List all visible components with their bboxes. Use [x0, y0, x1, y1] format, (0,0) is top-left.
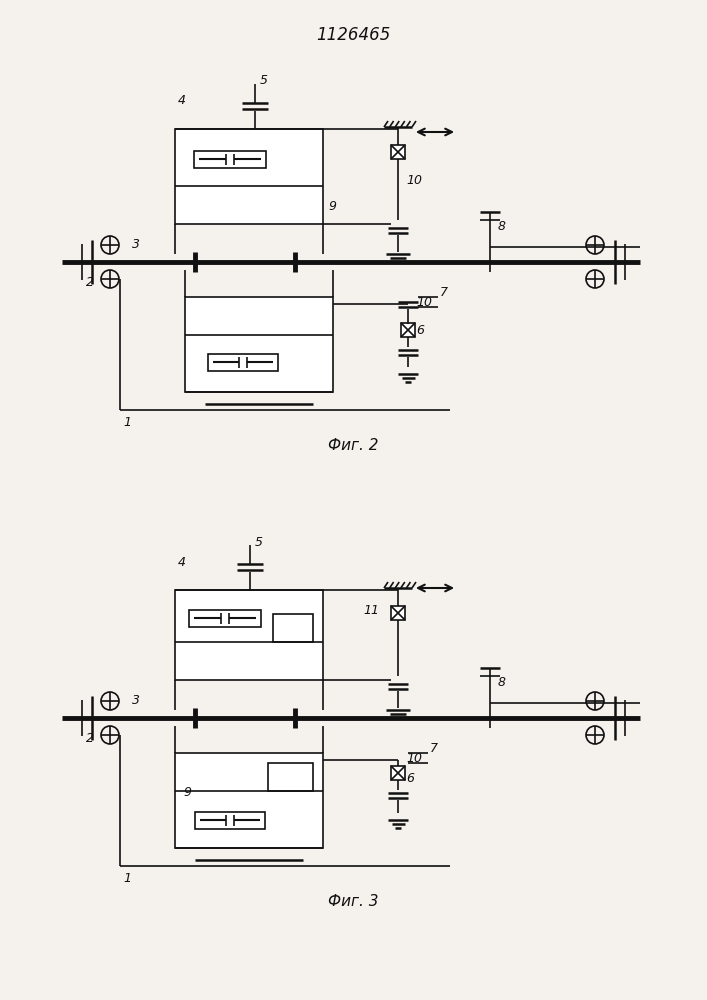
- Text: 2: 2: [86, 732, 94, 744]
- Text: 7: 7: [430, 742, 438, 754]
- Text: 9: 9: [328, 200, 336, 214]
- Text: 1: 1: [123, 416, 131, 428]
- Bar: [194, 150, 266, 167]
- Bar: [273, 614, 313, 642]
- Text: 8: 8: [498, 221, 506, 233]
- Text: 10: 10: [406, 752, 422, 764]
- Bar: [195, 812, 265, 828]
- Bar: [208, 354, 278, 370]
- Text: 1: 1: [123, 871, 131, 884]
- Text: 11: 11: [363, 603, 379, 616]
- Bar: [189, 609, 261, 626]
- Bar: [391, 145, 405, 159]
- Text: 3: 3: [132, 694, 140, 706]
- Bar: [185, 297, 333, 392]
- Text: 9: 9: [183, 786, 191, 800]
- Text: 1126465: 1126465: [316, 26, 390, 44]
- Text: 10: 10: [406, 174, 422, 186]
- Bar: [268, 763, 313, 791]
- Text: 5: 5: [255, 536, 263, 548]
- Bar: [401, 323, 415, 337]
- Bar: [391, 766, 405, 780]
- Text: Фиг. 3: Фиг. 3: [328, 894, 378, 908]
- Bar: [175, 753, 323, 848]
- Text: 4: 4: [178, 556, 186, 568]
- Text: 7: 7: [440, 286, 448, 298]
- Text: 8: 8: [498, 676, 506, 690]
- Text: 3: 3: [132, 237, 140, 250]
- Bar: [175, 590, 323, 680]
- Text: 10: 10: [416, 296, 432, 308]
- Text: 2: 2: [86, 275, 94, 288]
- Text: 6: 6: [406, 772, 414, 784]
- Bar: [175, 129, 323, 224]
- Bar: [391, 606, 405, 620]
- Text: 4: 4: [178, 95, 186, 107]
- Text: Фиг. 2: Фиг. 2: [328, 438, 378, 452]
- Text: 5: 5: [260, 75, 268, 88]
- Text: 6: 6: [416, 324, 424, 336]
